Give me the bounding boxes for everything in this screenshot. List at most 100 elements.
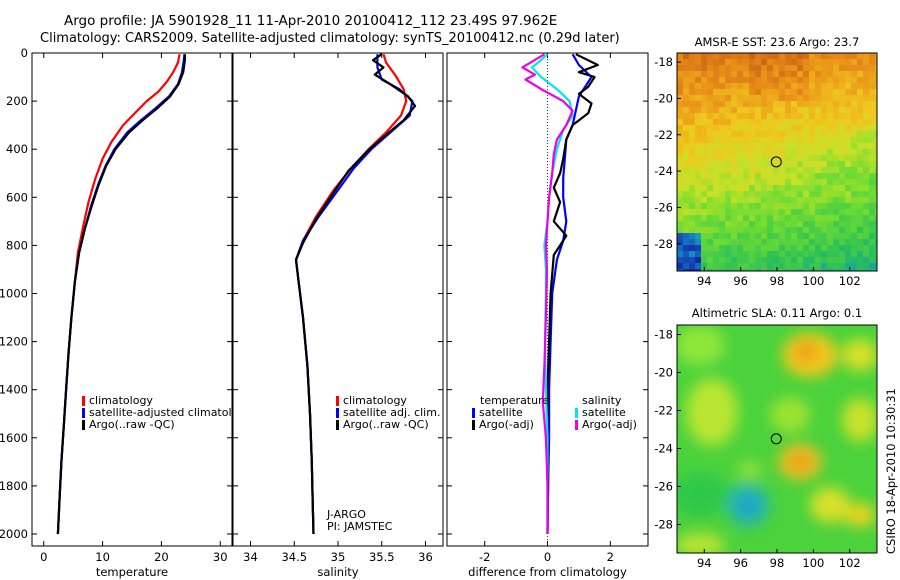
sst-map-cell bbox=[767, 167, 773, 173]
sst-map-cell bbox=[845, 149, 851, 155]
sst-map-cell bbox=[743, 227, 749, 233]
sst-map-cell bbox=[851, 101, 857, 107]
sst-map-cell bbox=[827, 179, 833, 185]
sst-map-cell bbox=[773, 161, 779, 167]
sst-map-cell bbox=[803, 239, 809, 245]
map-x-tick-label: 94 bbox=[697, 274, 712, 288]
sst-map-cell bbox=[821, 53, 827, 59]
sst-map-cell bbox=[791, 149, 797, 155]
sst-map-cell bbox=[725, 59, 731, 65]
sst-map-cell bbox=[695, 203, 701, 209]
map-y-tick-label: -20 bbox=[654, 366, 673, 380]
sst-map-cell bbox=[683, 101, 689, 107]
sst-map-cell bbox=[701, 71, 707, 77]
sst-map-cell bbox=[749, 71, 755, 77]
sst-map-cell bbox=[821, 89, 827, 95]
sst-map-cell bbox=[749, 239, 755, 245]
sst-map-cell bbox=[839, 167, 845, 173]
sst-map-cell bbox=[695, 119, 701, 125]
sst-map-cell bbox=[845, 101, 851, 107]
sst-map-cell bbox=[683, 257, 689, 263]
sst-map-cell bbox=[695, 89, 701, 95]
sst-map-cell bbox=[803, 65, 809, 71]
sst-map-cell bbox=[779, 167, 785, 173]
sst-map-cell bbox=[779, 227, 785, 233]
sst-map-cell bbox=[803, 173, 809, 179]
sst-map-cell bbox=[743, 191, 749, 197]
sst-map-cell bbox=[779, 113, 785, 119]
sst-map-cell bbox=[869, 191, 875, 197]
sst-map-cell bbox=[683, 59, 689, 65]
sst-map-cell bbox=[785, 137, 791, 143]
sst-map-cell bbox=[761, 89, 767, 95]
x-tick-label: 34.5 bbox=[281, 550, 307, 564]
sst-map-cell bbox=[833, 59, 839, 65]
sst-map-cell bbox=[851, 173, 857, 179]
sst-map-cell bbox=[731, 71, 737, 77]
sst-map-cell bbox=[803, 191, 809, 197]
sst-map-cell bbox=[695, 245, 701, 251]
sst-map-cell bbox=[743, 119, 749, 125]
sst-map-cell bbox=[755, 161, 761, 167]
sst-map-cell bbox=[833, 245, 839, 251]
sst-map-cell bbox=[725, 155, 731, 161]
sst-map-cell bbox=[749, 263, 755, 269]
sst-map-cell bbox=[749, 77, 755, 83]
sst-map-cell bbox=[863, 269, 869, 271]
sst-map-cell bbox=[755, 65, 761, 71]
sst-map-cell bbox=[761, 257, 767, 263]
sst-map-cell bbox=[875, 167, 877, 173]
sst-map-cell bbox=[827, 137, 833, 143]
sst-map-cell bbox=[833, 221, 839, 227]
sst-map-cell bbox=[791, 137, 797, 143]
sst-map-cell bbox=[821, 71, 827, 77]
sst-map-cell bbox=[797, 245, 803, 251]
sst-map-cell bbox=[677, 131, 683, 137]
sst-map-cell bbox=[809, 137, 815, 143]
sst-map-cell bbox=[677, 149, 683, 155]
sst-map-cell bbox=[695, 263, 701, 269]
sst-map-cell bbox=[809, 143, 815, 149]
sst-map-cell bbox=[743, 155, 749, 161]
sst-map-cell bbox=[863, 131, 869, 137]
sst-map-cell bbox=[689, 125, 695, 131]
sst-map-cell bbox=[785, 161, 791, 167]
sst-map-cell bbox=[695, 125, 701, 131]
sst-map-cell bbox=[839, 161, 845, 167]
sst-map-cell bbox=[845, 173, 851, 179]
sst-map-cell bbox=[851, 215, 857, 221]
sst-map-cell bbox=[725, 119, 731, 125]
sst-map-cell bbox=[677, 107, 683, 113]
sst-map-cell bbox=[833, 233, 839, 239]
sst-map-cell bbox=[815, 233, 821, 239]
sst-map-cell bbox=[815, 191, 821, 197]
sst-map-cell bbox=[845, 239, 851, 245]
sst-argo-location-marker bbox=[770, 156, 782, 168]
sst-map-cell bbox=[845, 245, 851, 251]
legend-swatch bbox=[472, 408, 475, 418]
sst-map-cell bbox=[815, 77, 821, 83]
sst-map-cell bbox=[737, 107, 743, 113]
sst-map-cell bbox=[749, 173, 755, 179]
sst-map-cell bbox=[755, 245, 761, 251]
sst-map-cell bbox=[719, 155, 725, 161]
sst-map-cell bbox=[737, 257, 743, 263]
sst-map-cell bbox=[797, 257, 803, 263]
sst-map-cell bbox=[779, 197, 785, 203]
map-x-tick-label: 100 bbox=[802, 556, 824, 570]
sst-map-cell bbox=[797, 233, 803, 239]
sst-map-cell bbox=[749, 215, 755, 221]
sst-map-cell bbox=[851, 179, 857, 185]
sst-map-cell bbox=[737, 65, 743, 71]
sst-map-cell bbox=[809, 191, 815, 197]
sst-map-cell bbox=[815, 197, 821, 203]
plot-frame bbox=[31, 52, 233, 547]
sst-map-cell bbox=[761, 131, 767, 137]
sst-map-cell bbox=[701, 119, 707, 125]
sst-map-cell bbox=[791, 209, 797, 215]
sst-map-cell bbox=[857, 221, 863, 227]
sst-map-cell bbox=[677, 251, 683, 257]
sst-map-cell bbox=[713, 137, 719, 143]
sst-map-cell bbox=[857, 101, 863, 107]
temperature-profile-panel: 0 10 20 30 temperature 0 200 400 600 800 1000 1200 1… bbox=[0, 46, 252, 579]
